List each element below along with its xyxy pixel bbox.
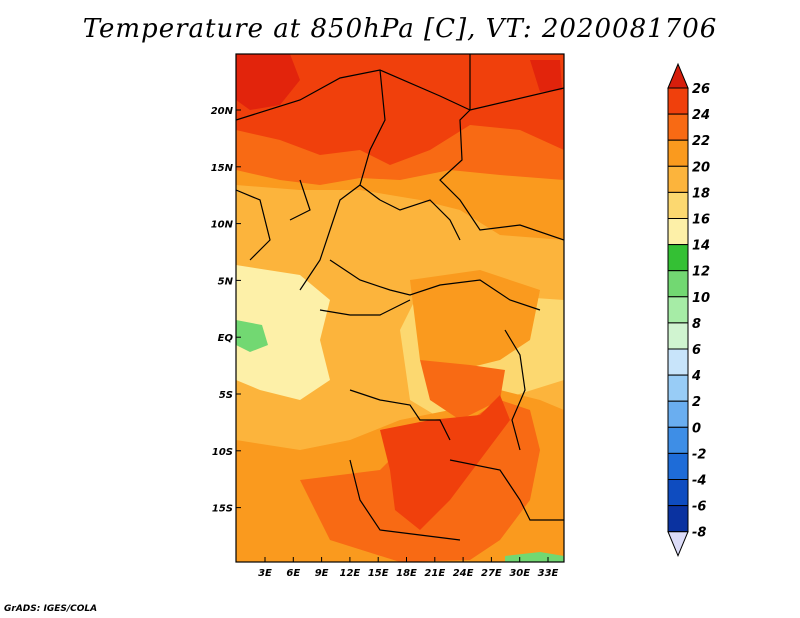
colorbar-swatch (667, 270, 689, 298)
colorbar-swatch (667, 165, 689, 193)
x-tick-label: 6E (286, 568, 300, 579)
y-tick-label: 5S (219, 390, 233, 401)
x-tick-label: 30E (509, 568, 530, 579)
colorbar-label: 16 (692, 213, 710, 228)
colorbar-swatch (667, 87, 689, 115)
colorbar-label: 20 (692, 160, 710, 175)
colorbar-label: -6 (692, 500, 706, 515)
colorbar-label: 4 (691, 369, 701, 384)
colorbar-swatch (667, 505, 689, 533)
colorbar-swatch (667, 113, 689, 141)
y-tick-label: 20N (211, 106, 234, 117)
y-tick-label: 10N (211, 220, 234, 231)
colorbar-label: 26 (692, 82, 710, 97)
y-tick-label: 10S (212, 447, 233, 458)
colorbar-label: -2 (692, 447, 706, 462)
colorbar-label: -4 (692, 474, 706, 489)
colorbar-label: 22 (692, 134, 710, 149)
x-tick-label: 15E (368, 568, 389, 579)
colorbar-label: -8 (692, 526, 706, 541)
colorbar-swatch (667, 244, 689, 272)
x-tick-label: 18E (396, 568, 417, 579)
colorbar-swatch (667, 296, 689, 324)
x-tick-label: 12E (340, 568, 361, 579)
map-title: Temperature at 850hPa [C], VT: 202008170… (82, 14, 718, 44)
x-tick-label: 33E (538, 568, 559, 579)
country-borders (236, 54, 564, 541)
colorbar-swatch (667, 322, 689, 350)
colorbar-swatch (667, 191, 689, 219)
credit-label: GrADS: IGES/COLA (4, 604, 98, 614)
colorbar-label: 14 (692, 239, 710, 254)
colorbar-swatch (667, 139, 689, 167)
colorbar-swatch (667, 348, 689, 376)
y-tick-label: 5N (218, 276, 234, 287)
colorbar-label: 8 (692, 317, 701, 332)
x-tick-label: 21E (424, 568, 445, 579)
temperature-field (236, 54, 564, 562)
colorbar-label: 6 (692, 343, 701, 358)
colorbar-top-triangle (667, 62, 689, 89)
colorbar-label: 18 (692, 186, 710, 201)
colorbar-swatch (667, 374, 689, 402)
colorbar-swatch (667, 218, 689, 246)
colorbar-swatch (667, 400, 689, 428)
x-tick-label: 24E (453, 568, 474, 579)
colorbar-label: 10 (692, 291, 710, 306)
colorbar-label: 2 (692, 395, 701, 410)
colorbar-bottom-triangle (667, 531, 689, 558)
colorbar-label: 24 (692, 108, 710, 123)
x-tick-label: 9E (315, 568, 329, 579)
x-tick-label: 27E (481, 568, 502, 579)
x-tick-label: 3E (258, 568, 272, 579)
y-axis: 20N 15N 10N 5N EQ 5S 10S 15S (211, 106, 241, 515)
colorbar-swatch (667, 426, 689, 454)
colorbar-swatch (667, 452, 689, 480)
colorbar-label: 12 (692, 265, 710, 280)
colorbar-label: 0 (692, 421, 701, 436)
map-frame (235, 53, 565, 563)
colorbar-swatch (667, 479, 689, 507)
x-axis: 3E 6E 9E 12E 15E 18E 21E 24E 27E 30E 33E (258, 557, 559, 579)
y-tick-label: 15S (212, 504, 233, 515)
y-tick-label: EQ (218, 333, 234, 344)
y-tick-label: 15N (211, 163, 234, 174)
